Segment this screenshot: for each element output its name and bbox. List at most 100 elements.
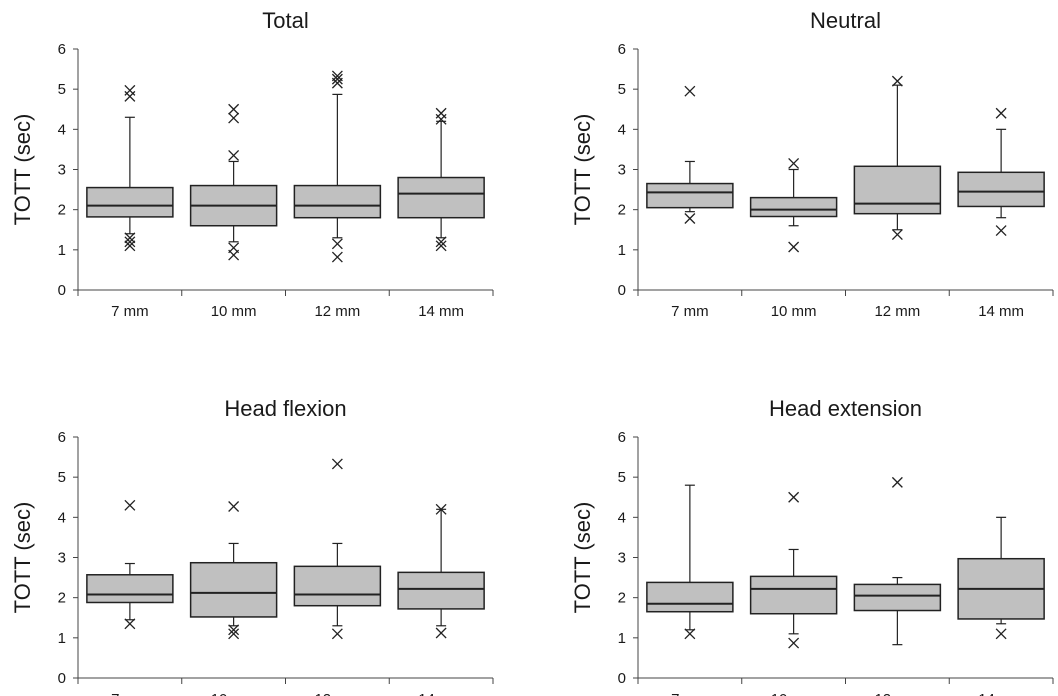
outlier-stroke [435, 236, 447, 248]
outlier-marker [788, 241, 800, 253]
outlier-marker [331, 73, 343, 85]
box-plot-svg: Head flexion TOTT (sec) 0 1 2 3 4 5 6 7 mm 10 mm 12… [10, 396, 494, 696]
chart-title: Head flexion [224, 396, 346, 421]
outlier-marker [124, 90, 136, 102]
box-plot-svg: Head extension TOTT (sec) 0 1 2 3 4 5 6 7 mm 10 mm… [570, 396, 1054, 696]
y-axis-label: TOTT (sec) [10, 502, 35, 614]
iqr-box [853, 583, 942, 612]
iqr-box [853, 165, 942, 215]
x-category-label: 7 mm [671, 303, 709, 320]
outlier-marker [995, 107, 1007, 119]
y-axis-label: TOTT (sec) [10, 114, 35, 226]
y-tick-label: 5 [618, 469, 626, 486]
outlier-stroke [124, 84, 136, 96]
y-tick-label: 5 [618, 81, 626, 98]
x-category-label: 12 mm [874, 303, 920, 320]
outlier-stroke [228, 149, 240, 161]
outlier-marker [435, 240, 447, 252]
outlier-marker [891, 476, 903, 488]
y-tick-label: 0 [58, 670, 66, 687]
box-plot-group [749, 491, 838, 649]
y-tick-label: 6 [58, 429, 66, 446]
outlier-stroke [228, 628, 240, 640]
outlier-marker [228, 242, 240, 254]
outlier-marker [891, 75, 903, 87]
outlier-stroke [124, 236, 136, 248]
outlier-marker [331, 238, 343, 250]
box-plot-group [397, 107, 485, 252]
outlier-marker [331, 628, 343, 640]
y-tick-label: 1 [58, 630, 66, 647]
chart-title: Total [262, 8, 308, 33]
outlier-stroke [228, 112, 240, 124]
box-plot-group [189, 103, 278, 261]
y-tick-label: 4 [58, 121, 66, 138]
chart-panel-head-flexion: Head flexion TOTT (sec) 0 1 2 3 4 5 6 7 mm 10 mm 12… [0, 388, 495, 696]
outlier-stroke [788, 158, 800, 169]
outlier-stroke [435, 107, 447, 119]
outlier-stroke [995, 225, 1007, 237]
y-tick-label: 5 [58, 469, 66, 486]
outlier-stroke [124, 499, 136, 511]
outlier-marker [124, 240, 136, 252]
box-plot-group [293, 458, 382, 640]
outlier-marker [788, 637, 800, 649]
outlier-marker [684, 213, 696, 224]
outlier-stroke [331, 458, 343, 470]
outlier-marker [331, 458, 343, 470]
outlier-marker [995, 628, 1007, 640]
x-category-label: 12 mm [314, 303, 360, 320]
outlier-marker [228, 103, 240, 115]
outlier-marker [435, 107, 447, 119]
box-plot-svg: Neutral TOTT (sec) 0 1 2 3 4 5 6 7 mm 10 mm 12 mm 14… [570, 8, 1054, 320]
box-plot-group [957, 516, 1045, 640]
outlier-stroke [124, 618, 136, 630]
y-tick-label: 6 [618, 41, 626, 58]
y-tick-label: 4 [618, 509, 626, 526]
box-plot-group [397, 503, 485, 639]
iqr-box [293, 565, 382, 607]
outlier-stroke [331, 628, 343, 640]
y-tick-label: 0 [58, 282, 66, 299]
outlier-stroke [684, 213, 696, 224]
outlier-marker [228, 149, 240, 161]
box-plot-group [853, 75, 942, 241]
chart-panel-head-extension: Head extension TOTT (sec) 0 1 2 3 4 5 6 7 mm 10 mm… [560, 388, 1055, 696]
iqr-box [86, 186, 174, 218]
box-plot-group [189, 501, 278, 640]
outlier-marker [435, 627, 447, 639]
y-tick-label: 3 [58, 550, 66, 567]
outlier-marker [435, 236, 447, 248]
iqr-box [749, 196, 838, 218]
outlier-stroke [331, 251, 343, 263]
y-tick-label: 6 [58, 41, 66, 58]
x-category-label: 10 mm [771, 303, 817, 320]
y-tick-label: 2 [618, 202, 626, 219]
chart-panel-total: Total TOTT (sec) 0 1 2 3 4 5 6 7 mm 10 mm 12 mm 14 m… [0, 0, 495, 320]
box-plot-group [646, 85, 734, 224]
outlier-stroke [891, 476, 903, 488]
x-category-label: 14 mm [418, 303, 464, 320]
box-plot-group [749, 158, 838, 253]
x-category-label: 12 mm [874, 691, 920, 696]
box-plot-group [86, 499, 174, 630]
box-plot-group [86, 84, 174, 252]
y-tick-label: 1 [58, 242, 66, 259]
outlier-marker [124, 618, 136, 630]
outlier-stroke [891, 229, 903, 241]
x-category-label: 14 mm [418, 691, 464, 696]
outlier-stroke [684, 85, 696, 97]
x-category-label: 10 mm [771, 691, 817, 696]
box-plot-group [853, 476, 942, 646]
outlier-stroke [788, 637, 800, 649]
outlier-marker [684, 85, 696, 97]
x-category-label: 7 mm [671, 691, 709, 696]
outlier-stroke [788, 241, 800, 253]
outlier-marker [684, 628, 696, 640]
outlier-stroke [124, 232, 136, 244]
outlier-stroke [435, 240, 447, 252]
y-tick-label: 1 [618, 630, 626, 647]
outlier-marker [124, 499, 136, 511]
outlier-stroke [124, 240, 136, 252]
outlier-marker [331, 70, 343, 82]
